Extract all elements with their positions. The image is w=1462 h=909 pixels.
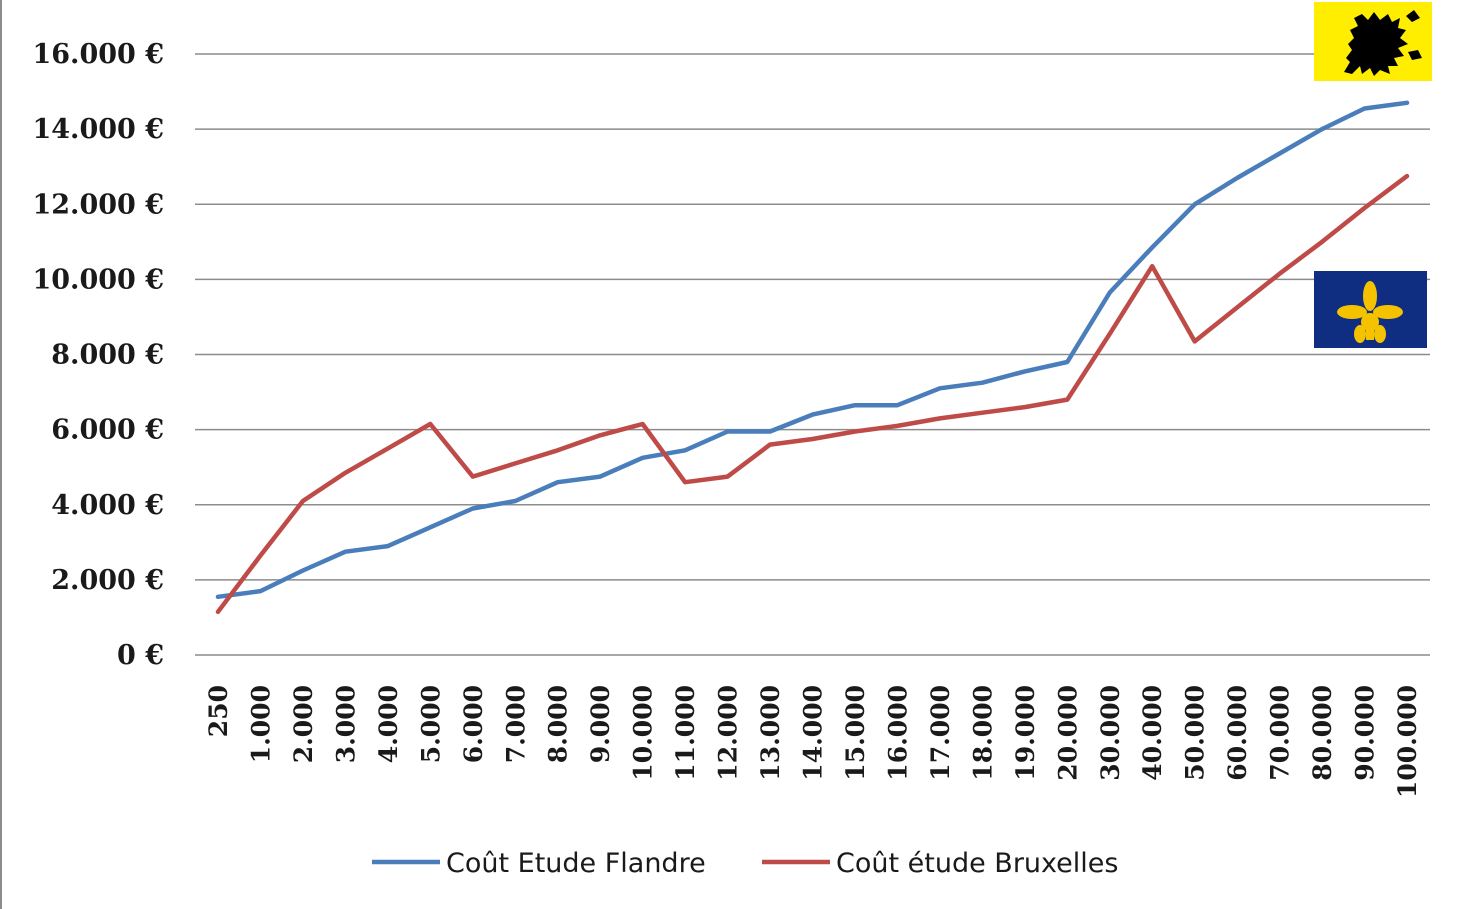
x-tick-label: 15.000 [841, 685, 870, 781]
x-tick-label: 5.000 [416, 685, 445, 763]
x-tick-label: 17.000 [926, 685, 955, 781]
series-line-bruxelles [215, 173, 1410, 615]
y-tick-label: 14.000 € [32, 114, 164, 145]
x-tick-label: 20.000 [1053, 685, 1082, 781]
y-tick-label: 10.000 € [32, 264, 164, 295]
x-tick-label: 13.000 [756, 685, 785, 781]
x-tick-label: 30.000 [1096, 685, 1125, 781]
y-axis-tick-labels: 0 € 2.000 € 4.000 € 6.000 € 8.000 € 10.000 € 1… [32, 39, 164, 671]
x-tick-label: 7.000 [501, 685, 530, 763]
y-tick-label: 4.000 € [51, 490, 164, 521]
x-tick-label: 6.000 [459, 685, 488, 763]
x-tick-label: 80.000 [1308, 685, 1337, 781]
y-tick-label: 0 € [117, 640, 164, 671]
x-tick-label: 11.000 [671, 685, 700, 781]
x-tick-label: 70.000 [1266, 685, 1295, 781]
flanders-lion-flag-icon [1314, 2, 1432, 81]
x-tick-label: 16.000 [883, 685, 912, 781]
gridlines [195, 53, 1430, 656]
y-tick-label: 2.000 € [51, 565, 164, 596]
y-tick-label: 8.000 € [51, 340, 164, 371]
x-tick-label: 14.000 [799, 685, 828, 781]
x-axis-tick-labels: 250 1.000 2.000 3.000 4.000 5.000 6.000 7.000 8.… [204, 685, 1422, 798]
x-tick-label: 60.000 [1223, 685, 1252, 781]
x-tick-label: 50.000 [1181, 685, 1210, 781]
x-tick-label: 10.000 [629, 685, 658, 781]
x-tick-label: 1.000 [246, 685, 275, 763]
x-tick-label: 12.000 [714, 685, 743, 781]
legend: Coût Etude Flandre Coût étude Bruxelles [372, 848, 1118, 879]
brussels-iris-flag-icon [1314, 271, 1427, 348]
x-tick-label: 100.000 [1393, 685, 1422, 798]
x-tick-label: 18.000 [968, 685, 997, 781]
x-tick-label: 250 [204, 685, 233, 737]
legend-label: Coût Etude Flandre [446, 848, 706, 879]
y-tick-label: 12.000 € [32, 189, 164, 220]
y-tick-label: 16.000 € [32, 39, 164, 70]
x-tick-label: 90.000 [1351, 685, 1380, 781]
series-lines [215, 100, 1410, 615]
series-line-flandre [215, 100, 1410, 600]
x-tick-label: 3.000 [331, 685, 360, 763]
x-tick-label: 9.000 [586, 685, 615, 763]
x-tick-label: 19.000 [1011, 685, 1040, 781]
x-tick-label: 8.000 [544, 685, 573, 763]
legend-label: Coût étude Bruxelles [836, 848, 1118, 879]
y-tick-label: 6.000 € [51, 415, 164, 446]
x-tick-label: 2.000 [289, 685, 318, 763]
x-tick-label: 40.000 [1138, 685, 1167, 781]
x-tick-label: 4.000 [374, 685, 403, 763]
